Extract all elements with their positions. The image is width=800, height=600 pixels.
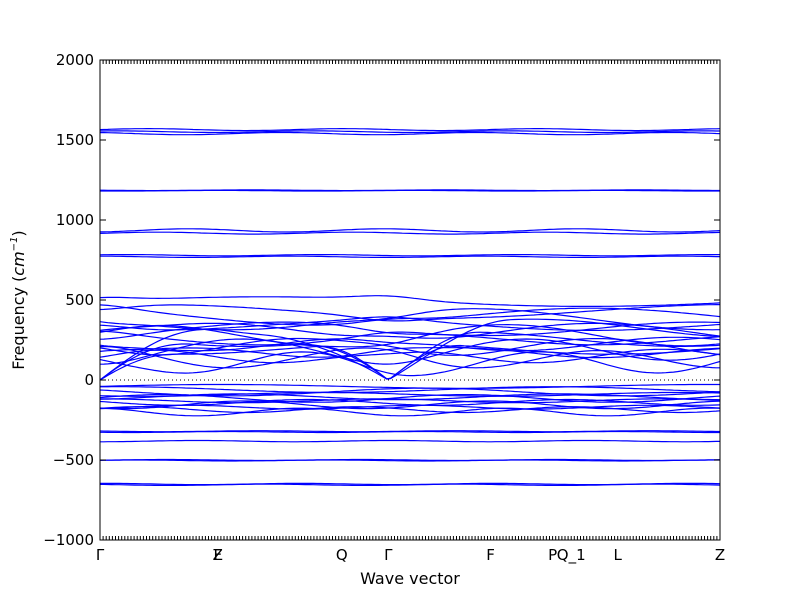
y-axis-title-exp: −1 <box>9 237 20 252</box>
x-tick-label: P <box>548 546 557 564</box>
band-line <box>99 458 721 462</box>
band-line <box>99 347 721 359</box>
band-lines <box>99 128 721 486</box>
band-line <box>99 404 721 410</box>
band-line <box>99 322 721 339</box>
band-line <box>99 407 721 417</box>
band-line <box>99 128 721 132</box>
band-line <box>100 439 720 443</box>
band-line <box>100 386 721 394</box>
band-line <box>99 406 721 414</box>
y-tick-label: −1000 <box>43 531 94 549</box>
band-line <box>99 337 721 356</box>
band-line <box>100 346 720 369</box>
band-line <box>99 348 721 364</box>
band-line <box>99 338 721 365</box>
band-line <box>99 304 720 322</box>
x-tick-label: Γ <box>96 546 105 564</box>
x-tick-label: F <box>486 546 495 564</box>
band-line <box>99 398 721 406</box>
y-tick-label: −500 <box>53 451 94 469</box>
y-tick-label: 0 <box>84 371 94 389</box>
band-line <box>100 483 721 486</box>
y-axis-title: Frequency (cm−1) <box>9 230 28 369</box>
band-line <box>99 321 721 340</box>
x-tick-label: L <box>614 546 623 564</box>
band-line <box>99 231 721 235</box>
x-axis-title: Wave vector <box>360 569 460 588</box>
band-line <box>100 130 720 134</box>
band-line <box>99 394 721 403</box>
x-tick-label: Γ <box>384 546 393 564</box>
y-axis-title-main: Frequency ( <box>9 276 28 370</box>
x-tick-label: Z <box>715 546 725 564</box>
band-line <box>100 189 720 192</box>
band-line <box>99 295 721 307</box>
x-tick-label: Q_1 <box>557 546 586 565</box>
band-line <box>99 254 720 257</box>
y-tick-label: 500 <box>65 291 94 309</box>
y-tick-label: 2000 <box>56 51 94 69</box>
band-line <box>100 255 720 258</box>
y-axis-title-unit: cm <box>9 251 28 275</box>
band-line <box>99 351 721 377</box>
band-line <box>100 228 721 233</box>
band-line <box>100 131 721 136</box>
x-tick-label: Q <box>336 546 348 564</box>
y-tick-label: 1000 <box>56 211 94 229</box>
band-line <box>99 459 720 462</box>
y-axis-title-close: ) <box>9 230 28 236</box>
x-tick-label: Z <box>213 546 223 564</box>
y-tick-label: 1500 <box>56 131 94 149</box>
band-line <box>100 430 720 434</box>
x-tick-label-overlap: F <box>213 546 222 564</box>
band-line <box>100 398 721 404</box>
